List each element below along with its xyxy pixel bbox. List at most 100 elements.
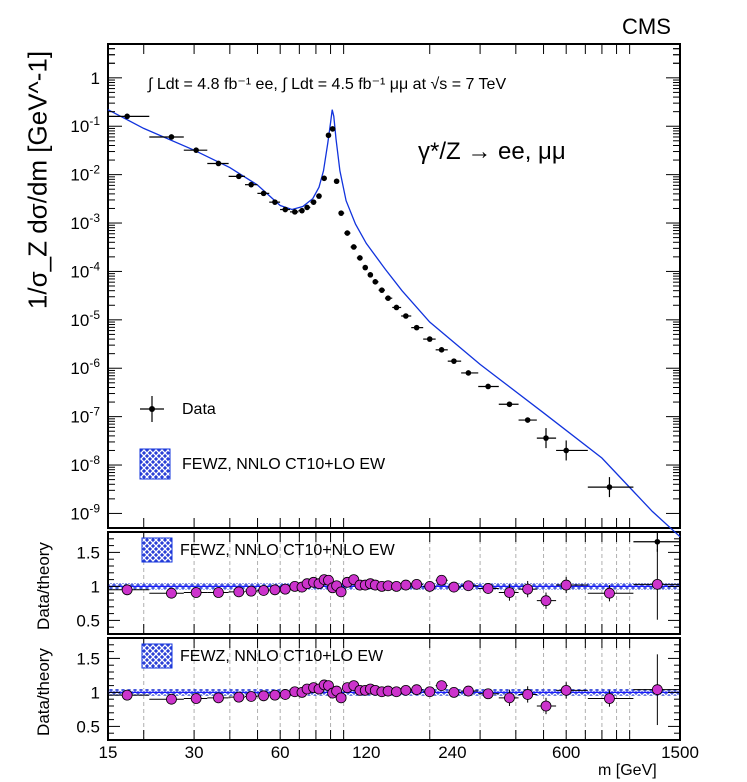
data-point [316, 193, 322, 199]
ratio2-y-axis-label: Data/theory [34, 648, 53, 736]
x-tick-label: 240 [438, 743, 466, 762]
ratio1-y-axis-label: Data/theory [34, 542, 53, 630]
x-tick-label: 600 [552, 743, 580, 762]
data-point [298, 207, 305, 214]
data-point [257, 190, 270, 197]
ratio-2-point [257, 690, 270, 702]
x-tick-label: 60 [271, 743, 290, 762]
ratio-1-point [447, 581, 462, 593]
data-point [367, 272, 374, 278]
ratio-2-point [391, 686, 402, 698]
main-y-tick-label: 10-7 [70, 405, 100, 427]
legend-marker-data [140, 396, 164, 422]
ratio-1-point [183, 587, 208, 598]
main-y-axis-label: 1/σ_Z dσ/dm [GeV^-1] [22, 50, 53, 310]
ratio-1-point [633, 549, 680, 620]
ratio-2-point [149, 693, 184, 705]
x-tick-label: 15 [99, 743, 118, 762]
ratio-1-point [556, 576, 588, 594]
axis-ticks [108, 43, 680, 740]
ratio-2-point [498, 689, 519, 706]
ratio-1-point [587, 585, 634, 602]
main-y-tick-label: 10-2 [70, 163, 100, 185]
main-y-tick-label: 1 [91, 69, 100, 88]
legend-label-fewz-lo: FEWZ, NNLO CT10+LO EW [182, 456, 386, 473]
ratio-2-point [423, 686, 436, 698]
data-point [362, 264, 369, 271]
ratio-1-point [478, 583, 499, 594]
data-point [350, 244, 357, 250]
ratio-1-point [108, 584, 150, 596]
data-point [108, 113, 150, 120]
axis-tick-labels: 1 10-1 10-2 10-3 10-4 10-5 10-6 10-7 10-8 10-9 0.5… [70, 69, 699, 762]
ratio-2-point [183, 693, 208, 704]
ratio-2-point [556, 682, 588, 699]
theory-curve [107, 109, 681, 538]
ratio-2-point [447, 687, 462, 698]
ratio-2-point [461, 685, 479, 697]
data-point [344, 230, 351, 236]
data-point [329, 126, 336, 132]
ratio-1-point [536, 592, 557, 609]
legend-swatch-ratio1 [141, 537, 173, 563]
ratio-2-point [382, 685, 394, 697]
data-point [290, 209, 299, 215]
ratio-1-y-tick-label: 1.5 [76, 543, 100, 562]
ratio-2-y-tick-label: 0.5 [76, 717, 100, 736]
ratio-1-point [518, 580, 537, 598]
theory-curve-line [107, 109, 681, 538]
ratio-2-point [279, 689, 291, 700]
main-y-tick-label: 10-8 [70, 453, 100, 475]
x-tick-label: 120 [352, 743, 380, 762]
legend-label-ratio1: FEWZ, NNLO CT10+NLO EW [180, 542, 395, 559]
panel-frames [107, 43, 681, 741]
data-point [304, 204, 311, 211]
data-point [518, 417, 537, 423]
data-point [149, 134, 184, 140]
ratio-2-point [244, 691, 258, 702]
ratio-1-point [391, 581, 402, 592]
ratio-1-point [435, 574, 448, 586]
main-y-tick-label: 10-9 [70, 501, 100, 523]
data-point [228, 173, 245, 180]
ratio-1-point [335, 586, 347, 598]
ratio-2-point [411, 684, 424, 696]
legend-label-data: Data [182, 401, 216, 418]
ratio-1-point [400, 579, 412, 591]
data-point [378, 287, 385, 293]
data-point [447, 358, 462, 364]
data-point [392, 304, 402, 311]
ratio-gridlines [143, 533, 631, 739]
ratio-1-point [207, 587, 229, 598]
data-points [108, 113, 680, 726]
data-point [207, 160, 229, 167]
ratio-1-point [279, 583, 291, 595]
ratio-2-point [536, 697, 557, 715]
main-y-tick-label: 10-5 [70, 308, 100, 330]
ratio-2-y-tick-label: 1 [91, 683, 100, 702]
data-point [333, 178, 340, 185]
x-axis-label: m [GeV] [598, 762, 657, 779]
data-point [183, 147, 208, 153]
data-point [244, 181, 258, 188]
ratio-2-point [400, 684, 412, 696]
legend-swatch-fewz-lo [139, 448, 171, 480]
ratio-1-point [382, 580, 394, 592]
data-point [498, 401, 519, 408]
main-y-tick-label: 10-1 [70, 114, 100, 136]
data-point [372, 279, 379, 285]
main-y-tick-label: 10-3 [70, 211, 100, 233]
data-point [310, 199, 317, 205]
data-point [321, 175, 327, 182]
ratio-1-point [461, 580, 479, 592]
main-y-tick-label: 10-4 [70, 259, 100, 281]
ratio-2-point [587, 690, 634, 707]
ratio-2-point [518, 686, 537, 703]
ratio-1-point [269, 584, 281, 596]
experiment-label: CMS [622, 14, 671, 39]
ratio-2-point [335, 692, 347, 704]
data-point [587, 477, 634, 498]
legend-swatch-ratio2 [141, 643, 173, 669]
data-point [401, 313, 412, 319]
